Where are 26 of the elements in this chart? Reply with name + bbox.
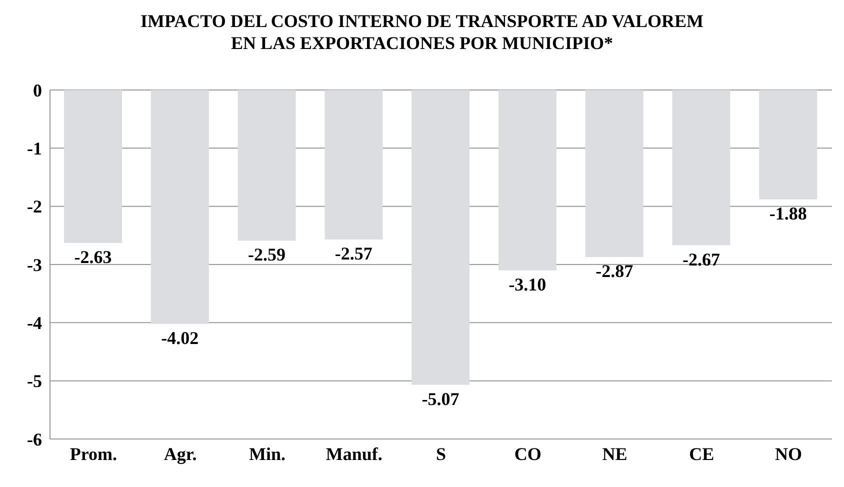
y-tick-label: -2 xyxy=(27,196,42,217)
data-label: -4.02 xyxy=(161,328,199,348)
y-tick-label: -1 xyxy=(27,138,42,159)
data-label: -2.57 xyxy=(334,243,372,264)
x-tick-label: Agr. xyxy=(164,444,197,464)
data-label: -5.07 xyxy=(422,388,460,409)
x-tick-label: CO xyxy=(514,444,542,464)
x-tick-label: Manuf. xyxy=(326,444,382,464)
data-label: -2.63 xyxy=(74,246,112,267)
data-label: -2.87 xyxy=(596,260,634,281)
y-tick-label: -4 xyxy=(27,313,42,334)
chart-title: IMPACTO DEL COSTO INTERNO DE TRANSPORTE AD VALOREM EN LAS EXPORTACIONES POR MUNICIPIO* xyxy=(140,10,704,55)
x-tick-label: NO xyxy=(775,444,802,464)
y-tick-label: 0 xyxy=(33,80,42,100)
y-tick-label: -3 xyxy=(27,254,42,275)
data-label: -1.88 xyxy=(769,203,807,224)
data-label: -3.10 xyxy=(508,274,546,294)
x-tick-label: S xyxy=(436,444,446,464)
y-tick-label: -5 xyxy=(27,371,42,392)
data-label: -2.59 xyxy=(248,244,286,265)
y-tick-label: -6 xyxy=(27,429,42,450)
x-tick-label: Min. xyxy=(248,444,286,464)
x-tick-label: Prom. xyxy=(70,444,118,464)
data-label: -2.67 xyxy=(682,249,720,270)
x-tick-label: CE xyxy=(689,444,714,464)
x-tick-label: NE xyxy=(602,444,628,464)
